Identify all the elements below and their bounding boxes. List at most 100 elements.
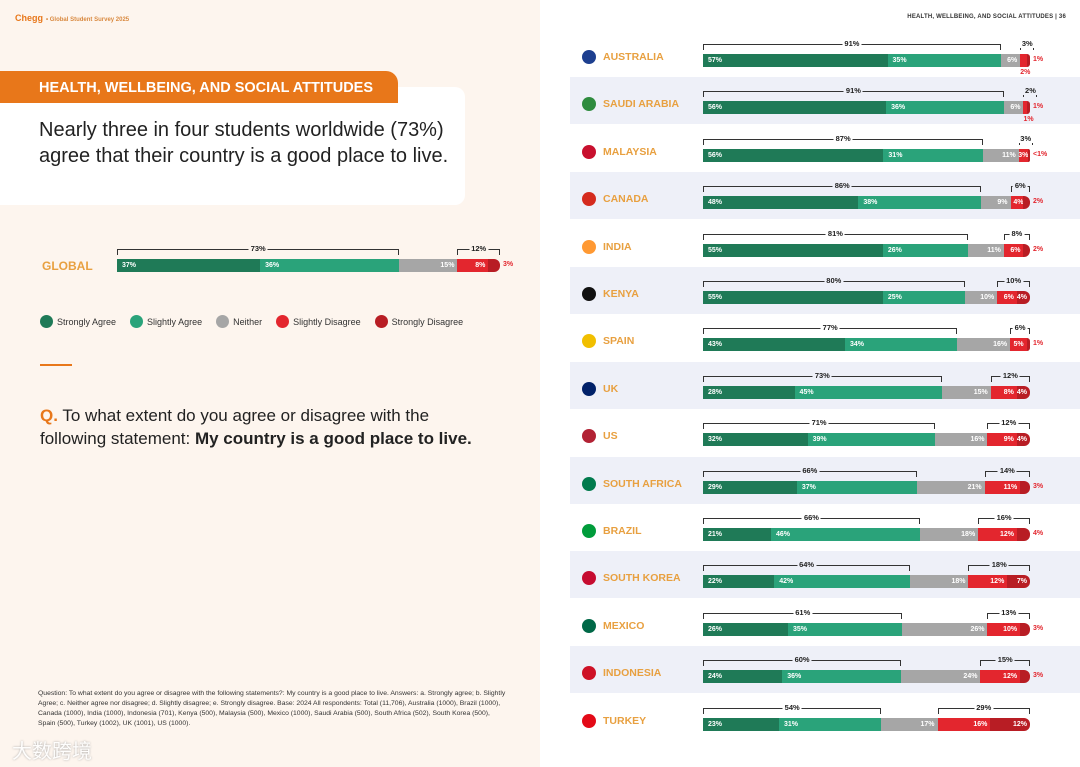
divider <box>40 364 72 366</box>
agree-total: 73% <box>248 244 268 253</box>
survey-title: • Global Student Survey 2025 <box>46 17 130 23</box>
brand-header: Chegg • Global Student Survey 2025 <box>15 13 129 23</box>
country-name: SOUTH KOREA <box>603 572 681 585</box>
segment-label: <1% <box>1033 150 1048 158</box>
bar-segment-neither: 18% <box>910 575 969 589</box>
segment-label: 56% <box>708 151 723 159</box>
bar-segment-strongly-disagree: 4% <box>1017 291 1030 304</box>
bar-segment-slightly-agree: 37% <box>796 480 917 494</box>
legend-dot <box>130 315 144 328</box>
country-row <box>570 456 1080 504</box>
segment-label: 57% <box>708 57 723 64</box>
segment-label: 37% <box>801 483 816 491</box>
segment-label: 11% <box>1002 151 1016 159</box>
agree-total: 60% <box>792 655 812 665</box>
disagree-total: 2% <box>1023 86 1038 96</box>
segment-label: 26% <box>970 625 985 633</box>
bar-segment-strongly-disagree: 4% <box>1017 433 1030 447</box>
segment-label: 3% <box>1018 151 1029 159</box>
bar-segment-strongly-disagree <box>1026 54 1030 67</box>
segment-label: 36% <box>787 673 802 681</box>
global-label: GLOBAL <box>42 259 93 273</box>
agree-total: 71% <box>809 418 829 428</box>
segment-label: 1% <box>1033 340 1044 348</box>
bar-segment-slightly-disagree: 12% <box>980 670 1021 684</box>
country-name: AUSTRALIA <box>603 51 664 63</box>
bar-segment-neither: 16% <box>935 433 988 447</box>
legend-item: Slightly Disagree <box>276 315 361 328</box>
flag-icon <box>582 618 596 633</box>
segment-label: 3% <box>1033 482 1044 490</box>
country-row <box>570 551 1080 599</box>
bar-segment-strongly-agree: 43% <box>703 338 846 352</box>
segment-label: 18% <box>961 531 976 538</box>
agree-total: 87% <box>833 133 853 143</box>
segment-label: 21% <box>967 483 982 491</box>
question: Q. To what extent do you agree or disagr… <box>40 404 480 450</box>
disagree-total: 6% <box>1012 323 1028 333</box>
segment-label: 2% <box>1020 69 1031 76</box>
bar-segment-slightly-disagree: 6% <box>997 291 1017 304</box>
flag-icon <box>582 334 596 349</box>
flag-icon <box>582 476 596 491</box>
agree-total: 61% <box>793 607 813 617</box>
segment-label: 28% <box>708 388 723 396</box>
legend-item: Strongly Agree <box>40 315 116 328</box>
segment-label: 38% <box>863 199 878 207</box>
bar-segment-neither: 24% <box>901 670 981 684</box>
segment-label: 42% <box>779 578 794 586</box>
bar-segment-slightly-agree: 35% <box>887 54 1001 67</box>
segment-label: 21% <box>708 531 723 538</box>
stacked-bar: 55% 26% 11% 6% <box>703 243 1030 257</box>
bar-segment-slightly-disagree: 6% <box>1003 243 1024 257</box>
stacked-bar: 26% 35% 26% 10% <box>703 622 1030 636</box>
country-row <box>570 77 1080 125</box>
disagree-total: 12% <box>1000 370 1020 380</box>
segment-label: 43% <box>708 341 723 349</box>
bar-segment-slightly-agree: 34% <box>845 338 958 352</box>
bar-segment-strongly-agree: 24% <box>703 670 783 684</box>
bar-segment-slightly-disagree <box>1023 101 1027 115</box>
flag-icon <box>582 287 596 301</box>
bar-segment-slightly-agree: 36% <box>260 259 400 272</box>
segment-label: 16% <box>993 341 1008 349</box>
disagree-total: 15% <box>995 655 1015 665</box>
segment-label: 48% <box>708 199 723 207</box>
country-name: US <box>603 430 618 443</box>
bar-segment-strongly-disagree <box>1020 480 1030 494</box>
bar-segment-strongly-disagree <box>1017 528 1030 541</box>
watermark: 大数跨境 <box>12 741 92 763</box>
bar-segment-strongly-disagree: 12% <box>990 717 1030 731</box>
country-name: TURKEY <box>603 714 647 727</box>
bar-segment-strongly-disagree <box>1026 101 1030 115</box>
bar-segment-slightly-agree: 39% <box>807 433 936 447</box>
bar-segment-slightly-disagree: 3% <box>1018 148 1029 162</box>
segment-label: 1% <box>1033 103 1044 111</box>
agree-total: 66% <box>800 465 820 475</box>
disagree-total: 29% <box>974 702 994 712</box>
stacked-bar: 37% 36% 15% 8% <box>117 259 500 272</box>
stacked-bar: 24% 36% 24% 12% <box>703 670 1030 684</box>
segment-label: 7% <box>1016 578 1027 586</box>
segment-label: 11% <box>1003 483 1018 491</box>
bar-segment-neither: 6% <box>1003 101 1024 115</box>
agree-total: 91% <box>843 86 863 96</box>
segment-label: 32% <box>708 436 723 444</box>
country-name: SAUDI ARABIA <box>603 98 680 111</box>
agree-total: 91% <box>842 39 862 48</box>
bar-segment-strongly-agree: 29% <box>703 480 797 494</box>
segment-label: 4% <box>1033 530 1044 537</box>
bar-segment-strongly-agree: 48% <box>703 196 859 210</box>
legend-dot <box>374 315 388 328</box>
bar-segment-neither: 10% <box>964 291 998 304</box>
bar-segment-neither: 26% <box>902 622 988 636</box>
legend: Strongly Agree Slightly Agree Neither Sl… <box>40 315 463 328</box>
bar-segment-slightly-agree: 38% <box>858 196 982 210</box>
bar-segment-slightly-agree: 31% <box>778 717 882 731</box>
page-header: HEALTH, WELLBEING, AND SOCIAL ATTITUDES … <box>907 14 1066 20</box>
country-row <box>570 361 1080 409</box>
segment-label: 16% <box>970 436 985 444</box>
segment-label: 5% <box>1013 341 1024 349</box>
segment-label: 3% <box>1033 672 1044 680</box>
bar-segment-slightly-agree: 31% <box>883 148 984 162</box>
